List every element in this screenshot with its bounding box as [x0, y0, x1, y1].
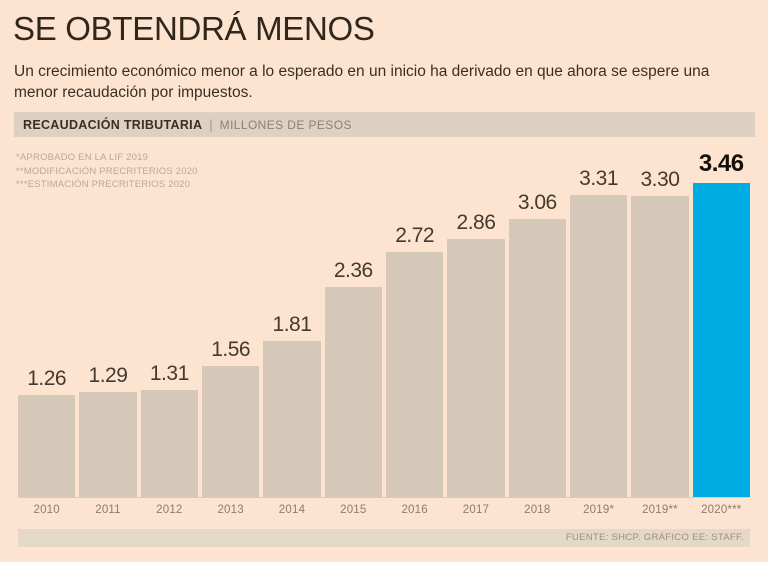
bar-value-label: 2.72 — [395, 224, 435, 247]
bar-group: 3.31 2019* — [569, 150, 628, 516]
bar-group: 2.86 2017 — [447, 150, 505, 516]
bar-year-label: 2017 — [462, 504, 490, 516]
bar-year-label: 2020*** — [701, 504, 742, 516]
bar — [385, 252, 444, 497]
bar-value-label: 1.29 — [88, 364, 128, 387]
bar-year-label: 2019** — [642, 504, 678, 516]
bar-year-label: 2013 — [217, 504, 244, 516]
bar-value-label: 3.31 — [579, 167, 619, 190]
bar — [447, 239, 505, 497]
bar-group: 1.26 2010 — [18, 150, 76, 516]
bar-value-label: 3.46 — [698, 150, 744, 177]
bar-value-label: 2.86 — [456, 211, 496, 234]
bar-group: 2.36 2015 — [324, 150, 382, 516]
page-subtitle: Un crecimiento económico menor a lo espe… — [14, 63, 710, 101]
bar-year-label: 2018 — [524, 504, 551, 516]
bar-value-label: 1.56 — [211, 338, 251, 361]
bar-group: 3.06 2018 — [508, 150, 566, 516]
chart-kicker-label: RECAUDACIÓN TRIBUTARIA — [23, 117, 203, 132]
footnote-line: *APROBADO EN LA LIF 2019 — [16, 152, 149, 163]
bar-group: 3.46 2020*** — [692, 150, 750, 516]
bar-year-label: 2010 — [33, 504, 60, 516]
bar-year-label: 2012 — [156, 504, 183, 516]
bar — [140, 390, 198, 497]
bar-chart: 1.26 2010 1.29 2011 1.31 2012 1.56 2013 1.81 2014… — [18, 150, 750, 516]
bar-value-label: 1.31 — [149, 362, 189, 385]
bar-value-label: 3.30 — [640, 168, 680, 191]
kicker-separator: | — [209, 117, 213, 132]
bar-year-label: 2011 — [95, 504, 121, 516]
source-credit-strip: FUENTE: SHCP. GRÁFICO EE: STAFF. — [18, 529, 750, 547]
bar-group: 1.81 2014 — [263, 150, 321, 516]
bar-group: 1.56 2013 — [201, 150, 260, 516]
bar — [263, 341, 321, 497]
bar — [324, 287, 382, 497]
bar — [569, 195, 628, 497]
bar — [692, 183, 750, 497]
chart-baseline — [18, 497, 750, 498]
bar — [18, 395, 76, 497]
bar-year-label: 2014 — [278, 504, 306, 516]
bar — [631, 196, 689, 497]
bar-value-label: 1.81 — [272, 313, 312, 336]
chart-kicker-bar: RECAUDACIÓN TRIBUTARIA | MILLONES DE PES… — [14, 112, 755, 137]
bar-value-label: 1.26 — [27, 367, 67, 390]
footnote-line: **MODIFICACIÓN PRECRITERIOS 2020 — [16, 165, 198, 177]
bar-year-label: 2019* — [583, 504, 615, 516]
bar-group: 3.30 2019** — [631, 150, 689, 516]
chart-footnotes: *APROBADO EN LA LIF 2019 **MODIFICACIÓN … — [16, 151, 198, 192]
bar — [79, 392, 137, 497]
bar-group: 2.72 2016 — [385, 150, 444, 516]
bar-year-label: 2016 — [401, 504, 428, 516]
chart-units-label: MILLONES DE PESOS — [219, 117, 352, 132]
bar-value-label: 2.36 — [333, 259, 373, 282]
bar — [201, 366, 260, 497]
bar-year-label: 2015 — [340, 504, 367, 516]
bar — [508, 219, 566, 497]
bar-group: 1.31 2012 — [140, 150, 198, 516]
bar-value-label: 3.06 — [517, 191, 557, 214]
bar-group: 1.29 2011 — [79, 150, 137, 516]
page-title: SE OBTENDRÁ MENOS — [13, 10, 375, 47]
footnote-line: ***ESTIMACIÓN PRECRITERIOS 2020 — [16, 179, 191, 190]
